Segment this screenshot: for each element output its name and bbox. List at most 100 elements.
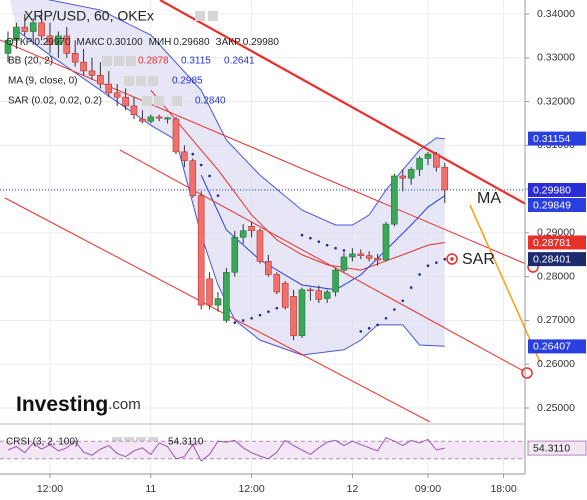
sar-dot [435,261,438,264]
arrow-line [469,204,541,363]
x-tick-label: 11 [145,483,156,495]
ohlc-name: МИН [149,37,172,48]
sar-dot [216,194,220,197]
icon [114,56,124,66]
candle-body [4,39,12,54]
y-tick-label: 0.26000 [537,358,575,370]
annotation: SAR [462,251,495,268]
sar-dot [275,306,279,310]
sar-dot [309,236,312,240]
icon [102,56,112,66]
candle-body [349,253,356,258]
y-tick-label: 0.32000 [537,95,575,107]
ohlc-value: 0.29970 [34,37,71,48]
candle-body [13,26,20,41]
candle-body [357,253,365,256]
candle-body [407,169,415,179]
trend-lines [0,0,525,422]
candle-body [433,153,440,168]
sar-dot [359,330,363,333]
icon [126,56,136,66]
sar-dot [250,316,253,320]
x-tick-label: 12:00 [37,483,63,495]
candles [4,9,449,341]
price-tag-label: 0.26407 [533,341,571,353]
candle-body [122,96,129,107]
sar-dot [401,299,405,303]
price-tag [528,131,586,146]
candle-body [88,70,96,76]
candle-body [223,271,230,321]
candle-body [273,274,281,293]
handle [521,367,533,379]
sar-dot [258,313,262,317]
candle-body [105,83,113,94]
icon [142,96,152,106]
price-tag [528,235,586,250]
candle-body [441,166,449,191]
handle-dot [450,257,454,261]
candle-body [206,278,213,306]
ohlc-value: 0.30100 [106,37,143,48]
indicator-value: 0.3115 [181,56,211,67]
price-pane [0,0,525,422]
candle-body [172,118,180,153]
x-tick-label: 12 [347,483,359,495]
y-tick-label: 0.25000 [537,402,575,414]
indicator-value: 0.2641 [224,56,255,67]
candle-body [290,296,297,337]
trend-line [159,0,525,205]
sar-dot [367,327,371,330]
candle-body [189,160,197,196]
ohlc-name: МАКС [77,37,105,48]
icon [195,11,205,21]
price-tag-label: 0.28781 [533,237,571,249]
candle-body [55,35,62,45]
candle-body [46,35,54,45]
candle-body [139,118,146,122]
icon [172,96,182,106]
sar-dot [199,163,203,167]
sar-dot [325,243,329,247]
candle-body [181,151,188,161]
sar-dot [208,174,211,178]
sar-dot [393,308,396,311]
candle-body [332,269,339,293]
rsi-zone [0,441,525,459]
icon [136,76,146,86]
candle-body [298,289,306,337]
price-tag [528,197,586,212]
sar-dot [317,240,321,243]
candle-body [130,105,138,115]
bands [0,0,525,356]
rsi-pane: CRSI (3, 2, 100) 54.3110 [0,437,525,462]
sar-dot [267,310,270,313]
sar-dot [334,246,337,250]
candle-body [340,256,348,271]
indicator-value: 0.2878 [138,56,169,67]
candle-body [281,282,289,308]
ohlc-value: 0.29980 [243,37,280,48]
price-tag [528,182,586,197]
indicator-value: 0.2985 [172,76,203,87]
candle-body [147,116,155,122]
candle-body [239,230,247,238]
candle-body [424,153,432,159]
candle-body [382,223,390,261]
indicator-legend: BB (20, 2) 0.2878 0.3115 0.2641 MA (9, close… [8,56,255,107]
price-tag-label: 0.28401 [533,253,571,265]
candle-body [365,255,373,259]
candle-body [80,61,87,72]
candle-body [416,158,423,170]
logo: Investing.com [16,393,141,416]
candle-body [214,298,222,306]
rsi-value: 54.3110 [168,437,204,448]
rsi-tag [527,440,587,456]
ma-line [200,174,446,291]
sar-dot [376,323,379,327]
price-tag [528,252,586,267]
indicator-name: MA (9, close, 0) [8,76,77,87]
candle-body [374,257,381,261]
candle-body [197,195,205,306]
trend-line [119,149,525,373]
